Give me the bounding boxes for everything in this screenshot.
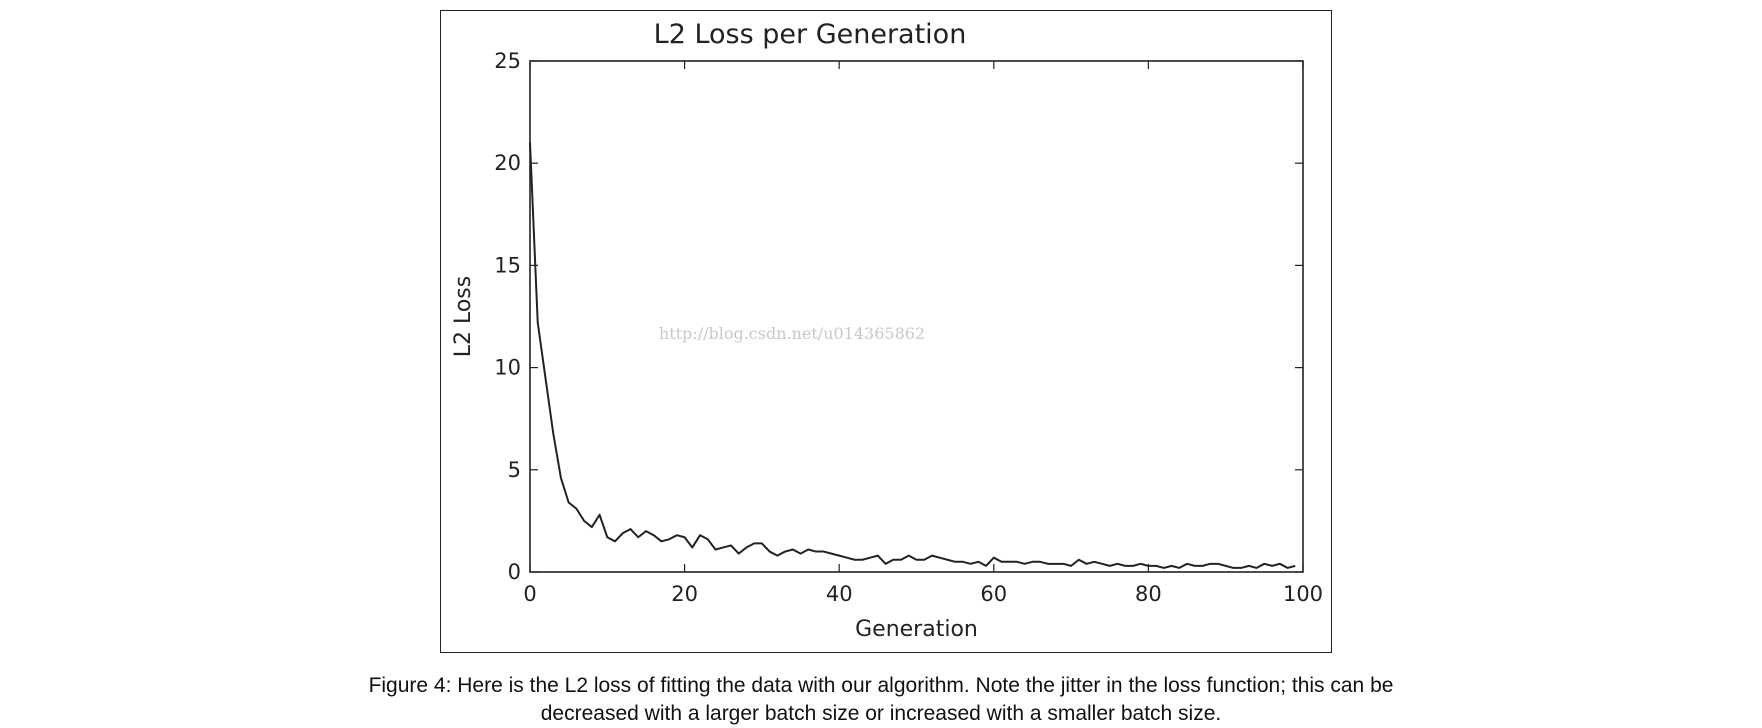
caption-line-1: Figure 4: Here is the L2 loss of fitting… xyxy=(368,674,1394,697)
x-tick-label: 20 xyxy=(671,582,698,606)
x-axis-ticks: 0 20 40 60 80 100 xyxy=(523,61,1323,606)
watermark: http://blog.csdn.net/u014365862 xyxy=(659,324,925,343)
figure-caption: Figure 4: Here is the L2 loss of fitting… xyxy=(200,672,1562,728)
y-tick-label: 0 xyxy=(508,560,521,584)
y-tick-label: 15 xyxy=(494,253,521,277)
x-axis-title: Generation xyxy=(855,617,978,642)
x-tick-label: 0 xyxy=(523,582,536,606)
y-tick-label: 10 xyxy=(494,356,521,380)
x-tick-label: 100 xyxy=(1283,582,1323,606)
x-tick-label: 60 xyxy=(980,582,1007,606)
y-tick-label: 25 xyxy=(494,49,521,73)
y-tick-label: 5 xyxy=(508,458,521,482)
chart-title: L2 Loss per Generation xyxy=(654,19,967,50)
y-tick-label: 20 xyxy=(494,151,521,175)
series-line-l2-loss xyxy=(529,142,1296,569)
x-tick-label: 40 xyxy=(826,582,853,606)
caption-line-2: decreased with a larger batch size or in… xyxy=(540,702,1222,725)
x-tick-label: 80 xyxy=(1135,582,1162,606)
y-axis-title: L2 Loss xyxy=(451,276,476,358)
y-axis-ticks: 0 5 10 15 20 25 xyxy=(494,49,1303,584)
plot-area xyxy=(529,60,1304,573)
